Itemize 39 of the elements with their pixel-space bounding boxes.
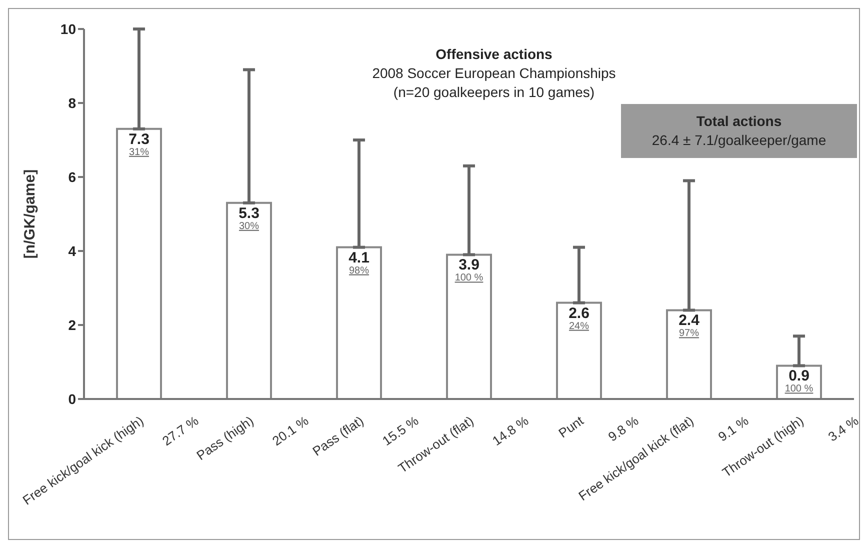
info-box: Total actions 26.4 ± 7.1/goalkeeper/game: [621, 104, 857, 158]
text: 14.8 %: [489, 412, 532, 449]
bar: [556, 302, 602, 399]
data-label: 3.9: [458, 256, 480, 274]
text: 20.1 %: [269, 412, 312, 449]
data-label: 7.3: [128, 130, 150, 148]
annotation: 26.4 ± 7.1/goalkeeper/game: [650, 131, 828, 150]
annotation: 100 %: [784, 384, 814, 395]
annotation: 24%: [568, 320, 590, 332]
data-label: 0.9: [788, 368, 810, 385]
data-label: 4.1: [348, 249, 370, 266]
y-tick-label: 4: [68, 242, 76, 259]
bar: [446, 254, 492, 399]
y-tick-label: 10: [60, 20, 76, 37]
bar: [666, 309, 712, 399]
x-tick-label: Pass (flat): [310, 413, 366, 459]
data-label: 2.6: [568, 304, 590, 322]
text: 2008 Soccer European Championships (n=20 goalkeepers in 10 games): [371, 64, 617, 102]
annotation: 30%: [238, 220, 260, 232]
annotation: 97%: [678, 328, 700, 340]
y-tick-label: 0: [68, 390, 76, 407]
x-tick-label: Punt: [556, 412, 587, 441]
annotation: 98%: [348, 265, 370, 276]
y-tick-label: 8: [68, 94, 76, 111]
annotation: 100 %: [454, 272, 484, 284]
text: 27.7 %: [159, 412, 202, 449]
y-axis-title: [n/GK/game]: [21, 169, 38, 259]
y-tick-label: 2: [68, 316, 76, 333]
y-tick-label: 6: [68, 168, 76, 185]
annotation: Total actions: [695, 112, 783, 131]
bar: [226, 202, 272, 399]
text: 3.4 %: [825, 412, 862, 444]
text: Offensive actions: [434, 45, 554, 64]
bar: [116, 128, 162, 399]
data-label: 2.4: [678, 312, 700, 330]
data-label: 5.3: [238, 204, 260, 222]
annotation: 31%: [128, 146, 150, 158]
text: 9.8 %: [605, 412, 642, 444]
bar: [336, 246, 382, 399]
